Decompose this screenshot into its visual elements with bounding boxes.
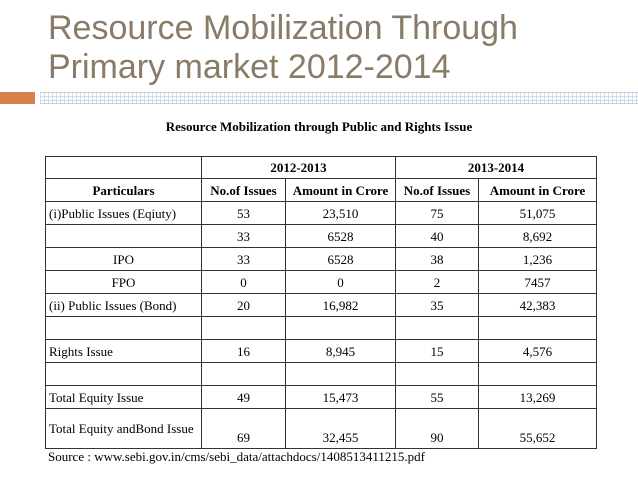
cell-amount-2013-2014: 1,236 <box>478 247 597 271</box>
cell-issues-2013-2014: 15 <box>395 339 479 363</box>
table-row: 33 6528 40 8,692 <box>45 224 597 248</box>
table-row: (ii) Public Issues (Bond) 20 16,982 35 4… <box>45 293 597 317</box>
cell-issues-2012-2013: 0 <box>201 270 286 294</box>
empty-cell <box>45 316 202 340</box>
empty-cell <box>285 362 396 386</box>
cell-amount-2012-2013: 32,455 <box>285 408 396 449</box>
row-label: FPO <box>45 270 202 294</box>
table-column-header-row: Particulars No.of Issues Amount in Crore… <box>45 178 597 202</box>
cell-amount-2012-2013: 23,510 <box>285 201 396 225</box>
cell-amount-2012-2013: 15,473 <box>285 385 396 409</box>
column-header-issues-2013-2014: No.of Issues <box>395 178 479 202</box>
row-label: IPO <box>45 247 202 271</box>
table-row: (i)Public Issues (Eqiuty) 53 23,510 75 5… <box>45 201 597 225</box>
empty-cell <box>395 316 479 340</box>
empty-cell <box>478 316 597 340</box>
table-heading: Resource Mobilization through Public and… <box>165 119 473 134</box>
cell-issues-2013-2014: 55 <box>395 385 479 409</box>
cell-issues-2013-2014: 40 <box>395 224 479 248</box>
empty-cell <box>478 362 597 386</box>
cell-issues-2012-2013: 53 <box>201 201 286 225</box>
table-row: Total Equity andBond Issue 69 32,455 90 … <box>45 408 597 449</box>
resource-mobilization-table: 2012-2013 2013-2014 Particulars No.of Is… <box>45 156 597 449</box>
slide-title-line-1: Resource Mobilization Through <box>48 9 518 47</box>
empty-cell <box>285 316 396 340</box>
row-label: Total Equity Issue <box>45 385 202 409</box>
cell-issues-2013-2014: 75 <box>395 201 479 225</box>
period-header-2012-2013: 2012-2013 <box>201 156 396 179</box>
cell-amount-2013-2014: 4,576 <box>478 339 597 363</box>
source-note: Source : www.sebi.gov.in/cms/sebi_data/a… <box>48 449 425 464</box>
cell-issues-2013-2014: 35 <box>395 293 479 317</box>
empty-cell <box>395 362 479 386</box>
column-header-particulars: Particulars <box>45 178 202 202</box>
cell-issues-2012-2013: 33 <box>201 224 286 248</box>
cell-issues-2013-2014: 38 <box>395 247 479 271</box>
cell-amount-2013-2014: 7457 <box>478 270 597 294</box>
empty-cell <box>201 362 286 386</box>
column-header-issues-2012-2013: No.of Issues <box>201 178 286 202</box>
cell-amount-2013-2014: 55,652 <box>478 408 597 449</box>
table-row: Rights Issue 16 8,945 15 4,576 <box>45 339 597 363</box>
column-header-amount-2012-2013: Amount in Crore <box>285 178 396 202</box>
cell-issues-2012-2013: 16 <box>201 339 286 363</box>
cell-amount-2013-2014: 8,692 <box>478 224 597 248</box>
cell-amount-2012-2013: 6528 <box>285 224 396 248</box>
cell-amount-2012-2013: 0 <box>285 270 396 294</box>
row-label <box>45 224 202 248</box>
cell-issues-2013-2014: 90 <box>395 408 479 449</box>
cell-amount-2013-2014: 13,269 <box>478 385 597 409</box>
slide-title: Resource Mobilization Through Primary ma… <box>48 9 628 87</box>
cell-amount-2013-2014: 42,383 <box>478 293 597 317</box>
row-label: Rights Issue <box>45 339 202 363</box>
cell-amount-2013-2014: 51,075 <box>478 201 597 225</box>
row-label: (ii) Public Issues (Bond) <box>45 293 202 317</box>
accent-bar <box>0 92 35 104</box>
accent-divider <box>40 92 638 104</box>
table-spacer-row <box>45 316 597 340</box>
cell-issues-2013-2014: 2 <box>395 270 479 294</box>
table-row: IPO 33 6528 38 1,236 <box>45 247 597 271</box>
empty-cell <box>45 156 202 179</box>
cell-issues-2012-2013: 49 <box>201 385 286 409</box>
cell-amount-2012-2013: 8,945 <box>285 339 396 363</box>
table-period-header-row: 2012-2013 2013-2014 <box>45 156 597 179</box>
cell-issues-2012-2013: 33 <box>201 247 286 271</box>
empty-cell <box>45 362 202 386</box>
cell-issues-2012-2013: 69 <box>201 408 286 449</box>
period-header-2013-2014: 2013-2014 <box>395 156 597 179</box>
row-label: Total Equity andBond Issue <box>45 408 202 449</box>
row-label: (i)Public Issues (Eqiuty) <box>45 201 202 225</box>
table-row: FPO 0 0 2 7457 <box>45 270 597 294</box>
slide-title-line-2: Primary market 2012-2014 <box>48 48 451 86</box>
column-header-amount-2013-2014: Amount in Crore <box>478 178 597 202</box>
table-row: Total Equity Issue 49 15,473 55 13,269 <box>45 385 597 409</box>
table-spacer-row <box>45 362 597 386</box>
cell-amount-2012-2013: 16,982 <box>285 293 396 317</box>
empty-cell <box>201 316 286 340</box>
cell-issues-2012-2013: 20 <box>201 293 286 317</box>
cell-amount-2012-2013: 6528 <box>285 247 396 271</box>
